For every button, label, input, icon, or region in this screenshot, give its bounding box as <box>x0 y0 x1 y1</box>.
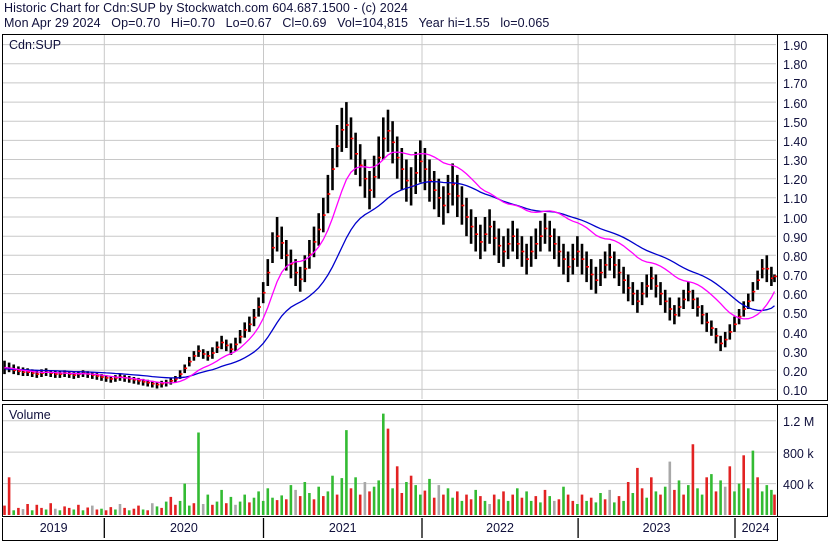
volume-axis: 1.2 M 800 k 400 k <box>778 404 828 517</box>
price-tick-label: 1.90 <box>783 39 808 54</box>
price-tick-label: 0.10 <box>783 384 808 399</box>
x-axis-year-label: 2022 <box>486 521 514 535</box>
price-tick-label: 1.40 <box>783 134 808 149</box>
price-tick-label: 1.70 <box>783 77 808 92</box>
volume-tick-label: 400 k <box>783 478 814 493</box>
year-high-value: Year hi=1.55 <box>418 16 490 30</box>
year-low-value: lo=0.065 <box>500 16 550 30</box>
x-axis: 2019 2020 2021 2022 2023 2024 <box>2 518 778 541</box>
price-tick-label: 0.40 <box>783 326 808 341</box>
volume-panel-label: Volume <box>9 408 51 422</box>
price-tick-label: 1.80 <box>783 58 808 73</box>
volume-tick-label: 800 k <box>783 446 814 461</box>
x-axis-year-label: 2024 <box>741 521 770 535</box>
price-tick-label: 1.10 <box>783 192 808 207</box>
price-tick-label: 1.00 <box>783 211 808 226</box>
price-chart-panel[interactable]: Cdn:SUP <box>2 34 778 401</box>
x-axis-year-label: 2021 <box>328 521 357 535</box>
volume-bars <box>3 413 776 515</box>
price-tick-label: 1.50 <box>783 115 808 130</box>
price-tick-label: 0.30 <box>783 345 808 360</box>
volume-plot-area <box>3 405 776 515</box>
price-tick-label: 1.60 <box>783 96 808 111</box>
price-tick-label: 0.80 <box>783 249 808 264</box>
header-quote-line: Mon Apr 29 2024 Op=0.70 Hi=0.70 Lo=0.67 … <box>4 16 549 30</box>
volume-tick-label: 1.2 M <box>783 415 815 430</box>
price-tick-label: 0.70 <box>783 269 808 284</box>
x-axis-year-label: 2023 <box>642 521 671 535</box>
slow-ma-line <box>4 180 775 379</box>
close-value: Cl=0.69 <box>282 16 327 30</box>
open-value: Op=0.70 <box>111 16 161 30</box>
price-tick-label: 0.20 <box>783 364 808 379</box>
price-tick-label: 0.50 <box>783 307 808 322</box>
low-value: Lo=0.67 <box>225 16 272 30</box>
header-title: Historic Chart for Cdn:SUP by Stockwatch… <box>4 1 408 15</box>
x-axis-dividers <box>103 518 736 538</box>
header: Historic Chart for Cdn:SUP by Stockwatch… <box>0 0 830 33</box>
price-tick-label: 0.90 <box>783 230 808 245</box>
price-tick-label: 1.30 <box>783 154 808 169</box>
volume-chart-panel[interactable]: Volume <box>2 404 778 517</box>
price-panel-label: Cdn:SUP <box>9 38 62 52</box>
x-axis-year-label: 2019 <box>39 521 68 535</box>
price-tick-label: 1.20 <box>783 173 808 188</box>
volume-value: Vol=104,815 <box>337 16 409 30</box>
price-tick-label: 0.60 <box>783 288 808 303</box>
x-axis-year-label: 2020 <box>169 521 198 535</box>
candlestick-series <box>3 102 777 389</box>
price-plot-area <box>3 35 777 399</box>
quote-date: Mon Apr 29 2024 <box>4 16 101 30</box>
high-value: Hi=0.70 <box>170 16 216 30</box>
fast-ma-line <box>4 151 776 384</box>
price-axis: 1.90 1.80 1.70 1.60 1.50 1.40 1.30 1.20 1.10 1.00… <box>778 34 828 401</box>
